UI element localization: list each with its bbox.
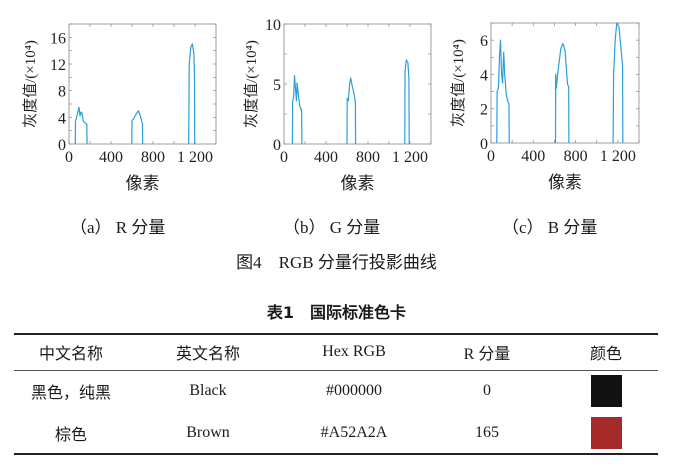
series-line <box>496 39 510 144</box>
x-tick-label: 400 <box>99 149 123 166</box>
x-tick-label: 400 <box>314 149 338 166</box>
cell-en-name: Brown <box>186 423 230 441</box>
series-line <box>612 22 624 144</box>
series-line <box>74 106 88 145</box>
cell-color <box>554 412 658 454</box>
y-tick-label: 5 <box>273 77 281 94</box>
plot-frame <box>490 22 640 144</box>
cell-r: 165 <box>475 423 499 441</box>
table-title: 表1 国际标准色卡 <box>266 303 407 322</box>
chart-1: 0 400 800 1 200 0 5 10 像素 灰度值/(×10⁴) <box>243 17 432 193</box>
color-swatch <box>590 416 622 449</box>
subcaption-a: （a） R 分量 <box>70 218 166 237</box>
cell-hex: #A52A2A <box>320 423 388 441</box>
x-tick-label: 800 <box>564 148 588 165</box>
y-tick-label: 12 <box>50 57 66 74</box>
series-line <box>291 75 303 145</box>
header-r: R 分量 <box>420 334 554 371</box>
y-axis-label: 灰度值/(×10⁴) <box>450 39 467 127</box>
subcaption-b: （b） G 分量 <box>283 218 381 237</box>
x-tick-label: 0 <box>487 148 495 165</box>
table-row: 棕色 Brown #A52A2A 165 <box>14 412 658 454</box>
table-row: 黑色，纯黑 Black #000000 0 <box>14 370 658 412</box>
table-header-row: 中文名称 英文名称 Hex RGB R 分量 颜色 <box>14 334 658 371</box>
header-hex: Hex RGB <box>288 334 420 371</box>
y-tick-label: 6 <box>480 33 488 50</box>
chart-0: 0 400 800 1 200 0 4 8 12 16 像素 灰度值/(×10⁴) <box>22 23 217 193</box>
y-tick-label: 4 <box>58 110 66 127</box>
y-axis-label: 灰度值/(×10⁴) <box>22 40 39 128</box>
series-line <box>188 43 196 145</box>
x-tick-label: 0 <box>280 149 288 166</box>
chart-2: 0 400 800 1 200 0 2 4 6 像素 灰度值/(×10⁴) <box>450 22 640 192</box>
header-color: 颜色 <box>554 334 658 371</box>
x-axis-label: 像素 <box>126 174 160 193</box>
subcaption-c: （c） B 分量 <box>502 218 598 237</box>
color-swatch <box>590 375 622 408</box>
header-en-name: 英文名称 <box>128 334 288 371</box>
series-line <box>346 77 357 145</box>
y-tick-label: 0 <box>480 136 488 153</box>
cell-cn-name: 棕色 <box>54 426 87 444</box>
y-tick-label: 0 <box>273 137 281 154</box>
x-tick-label: 0 <box>65 149 73 166</box>
cell-hex: #000000 <box>326 382 382 400</box>
cell-en-name: Black <box>189 382 227 400</box>
y-tick-label: 2 <box>480 102 488 119</box>
series-line <box>404 59 410 145</box>
header-cn-name: 中文名称 <box>14 334 128 371</box>
x-axis-label: 像素 <box>341 174 375 193</box>
cell-r: 0 <box>483 382 491 400</box>
y-tick-label: 4 <box>480 67 488 84</box>
cell-cn-name: 黑色，纯黑 <box>30 385 111 403</box>
y-tick-label: 16 <box>50 30 66 47</box>
x-tick-label: 800 <box>356 149 380 166</box>
cell-color <box>554 370 658 412</box>
series-line <box>131 110 144 145</box>
x-tick-label: 1 200 <box>392 149 428 166</box>
x-tick-label: 1 200 <box>600 148 636 165</box>
y-tick-label: 0 <box>58 137 66 154</box>
figure-caption: 图4 RGB 分量行投影曲线 <box>236 253 437 272</box>
x-tick-label: 800 <box>141 149 165 166</box>
y-tick-label: 10 <box>265 17 281 34</box>
x-axis-label: 像素 <box>548 173 582 192</box>
color-table: 中文名称 英文名称 Hex RGB R 分量 颜色 黑色，纯黑 Black #0… <box>14 333 658 455</box>
y-axis-label: 灰度值/(×10⁴) <box>243 40 260 128</box>
x-tick-label: 1 200 <box>177 149 213 166</box>
series-line <box>554 43 570 144</box>
y-tick-label: 8 <box>58 84 66 101</box>
x-tick-label: 400 <box>521 148 545 165</box>
